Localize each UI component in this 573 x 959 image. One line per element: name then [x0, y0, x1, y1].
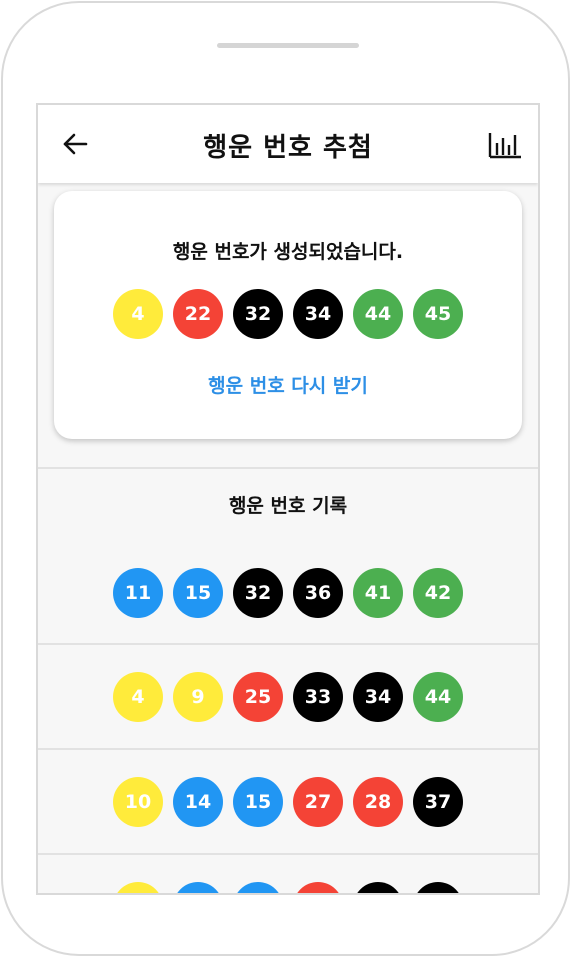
number-ball: 34 [353, 671, 403, 722]
history-row: 5 12 18 22 35 40 [38, 855, 538, 893]
number-ball: 44 [413, 671, 463, 722]
number-ball: 22 [173, 289, 223, 339]
number-ball: 10 [113, 776, 163, 827]
number-ball: 18 [233, 881, 283, 893]
app-screen: 행운 번호 추첨 행운 번호가 생성되었습니다. 4 22 32 34 44 45 행운 … [36, 103, 540, 895]
number-ball: 11 [113, 568, 163, 618]
retry-button[interactable]: 행운 번호 다시 받기 [208, 375, 368, 397]
number-ball: 34 [293, 289, 343, 339]
history-title: 행운 번호 기록 [228, 495, 348, 517]
number-ball: 22 [293, 881, 343, 893]
number-ball: 27 [293, 776, 343, 827]
page-title: 행운 번호 추첨 [203, 133, 373, 163]
number-ball: 42 [413, 568, 463, 618]
number-ball: 32 [233, 289, 283, 339]
history-row: 10 14 15 27 28 37 [38, 750, 538, 855]
result-card: 행운 번호가 생성되었습니다. 4 22 32 34 44 45 행운 번호 다시 받기 [54, 191, 522, 439]
number-ball: 4 [113, 671, 163, 722]
number-ball: 33 [293, 671, 343, 722]
number-ball: 32 [233, 568, 283, 618]
number-ball: 28 [353, 776, 403, 827]
number-ball: 40 [413, 881, 463, 893]
number-ball: 4 [113, 289, 163, 339]
history-section: 행운 번호 기록 11 15 32 36 41 42 4 9 25 33 34 44 10 14 15 27 2… [38, 467, 538, 893]
number-ball: 36 [293, 568, 343, 618]
number-ball: 9 [173, 671, 223, 722]
app-bar: 행운 번호 추첨 [38, 105, 538, 183]
result-message: 행운 번호가 생성되었습니다. [172, 241, 404, 263]
number-ball: 14 [173, 776, 223, 827]
number-ball: 45 [413, 289, 463, 339]
number-ball: 25 [233, 671, 283, 722]
history-list: 1115323641424925333444101415272837512182… [38, 543, 538, 893]
bar-chart-icon [488, 133, 521, 159]
number-ball: 41 [353, 568, 403, 618]
phone-speaker [217, 43, 359, 48]
back-button[interactable] [60, 129, 90, 159]
number-ball: 15 [173, 568, 223, 618]
result-numbers: 4 22 32 34 44 45 [54, 289, 522, 339]
arrow-left-icon [63, 133, 88, 155]
history-row: 4 9 25 33 34 44 [38, 645, 538, 750]
number-ball: 12 [173, 881, 223, 893]
history-row: 11 15 32 36 41 42 [38, 543, 538, 645]
number-ball: 35 [353, 881, 403, 893]
number-ball: 37 [413, 776, 463, 827]
number-ball: 15 [233, 776, 283, 827]
stats-button[interactable] [486, 129, 524, 161]
number-ball: 5 [113, 881, 163, 893]
number-ball: 44 [353, 289, 403, 339]
